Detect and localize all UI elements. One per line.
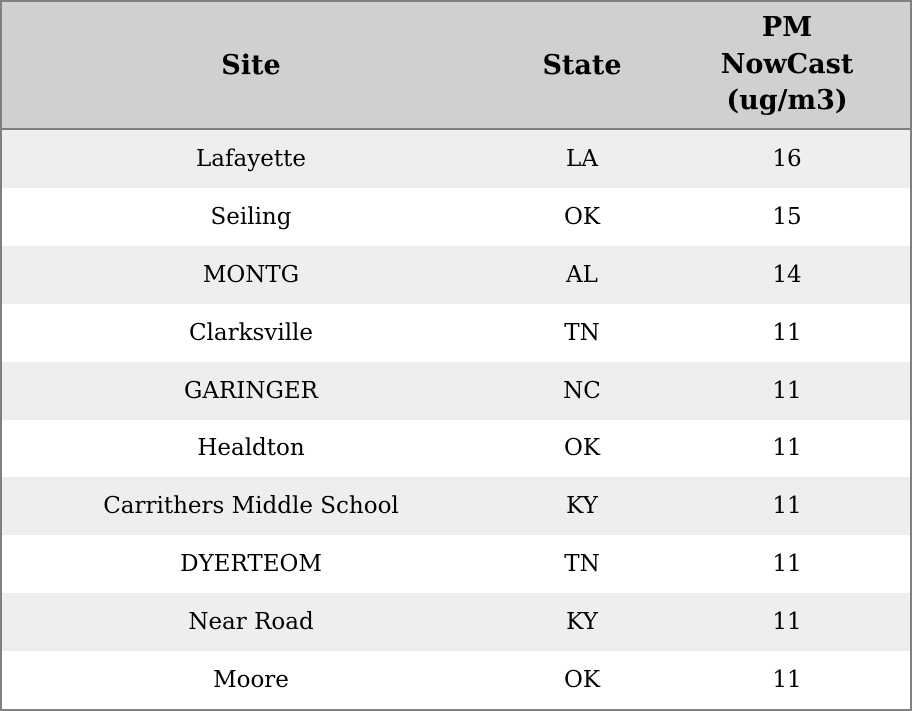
cell-state: OK	[563, 203, 601, 230]
cell-site: Seiling	[210, 203, 292, 230]
cell-site: Moore	[213, 667, 289, 694]
cell-state: LA	[566, 145, 598, 172]
cell-pm-nowcast: 11	[772, 493, 802, 520]
cell-pm-nowcast: 15	[772, 203, 802, 230]
cell-state: TN	[564, 551, 600, 578]
cell-pm-nowcast: 16	[772, 145, 802, 172]
column-header-pm-nowcast-label: PM NowCast (ug/m3)	[720, 12, 854, 117]
table-row: Moore OK 11	[2, 651, 910, 710]
cell-pm-nowcast: 14	[772, 261, 802, 288]
table-header-row: Site State PM NowCast (ug/m3)	[2, 2, 910, 130]
table-row: Seiling OK 15	[2, 187, 910, 246]
cell-state: NC	[563, 377, 601, 404]
cell-site: GARINGER	[184, 377, 318, 404]
cell-pm-nowcast: 11	[772, 377, 802, 404]
column-header-site: Site	[2, 50, 500, 81]
table-row: Near Road KY 11	[2, 593, 910, 652]
cell-state: TN	[564, 319, 600, 346]
table-row: DYERTEOM TN 11	[2, 535, 910, 594]
table-row: Clarksville TN 11	[2, 303, 910, 362]
cell-site: Carrithers Middle School	[103, 493, 399, 520]
table-body: Lafayette LA 16 Seiling OK 15 MONTG AL 1…	[2, 130, 910, 710]
table-row: Carrithers Middle School KY 11	[2, 477, 910, 536]
cell-state: KY	[566, 493, 598, 520]
cell-site: Healdton	[197, 435, 305, 462]
column-header-pm-nowcast: PM NowCast (ug/m3)	[664, 10, 910, 119]
cell-pm-nowcast: 11	[772, 667, 802, 694]
cell-site: Lafayette	[196, 145, 306, 172]
column-header-site-label: Site	[221, 49, 281, 81]
column-header-state: State	[500, 50, 664, 81]
cell-state: KY	[566, 609, 598, 636]
cell-pm-nowcast: 11	[772, 551, 802, 578]
table-row: Lafayette LA 16	[2, 130, 910, 188]
table-row: Healdton OK 11	[2, 419, 910, 478]
cell-site: MONTG	[202, 261, 300, 288]
column-header-state-label: State	[542, 49, 622, 81]
table-row: GARINGER NC 11	[2, 361, 910, 420]
cell-site: Clarksville	[188, 319, 314, 346]
table-row: MONTG AL 14	[2, 245, 910, 304]
cell-state: OK	[563, 667, 601, 694]
cell-pm-nowcast: 11	[772, 319, 802, 346]
cell-state: OK	[563, 435, 601, 462]
cell-pm-nowcast: 11	[772, 609, 802, 636]
cell-state: AL	[566, 261, 598, 288]
cell-site: DYERTEOM	[180, 551, 322, 578]
cell-site: Near Road	[188, 609, 314, 636]
cell-pm-nowcast: 11	[772, 435, 802, 462]
